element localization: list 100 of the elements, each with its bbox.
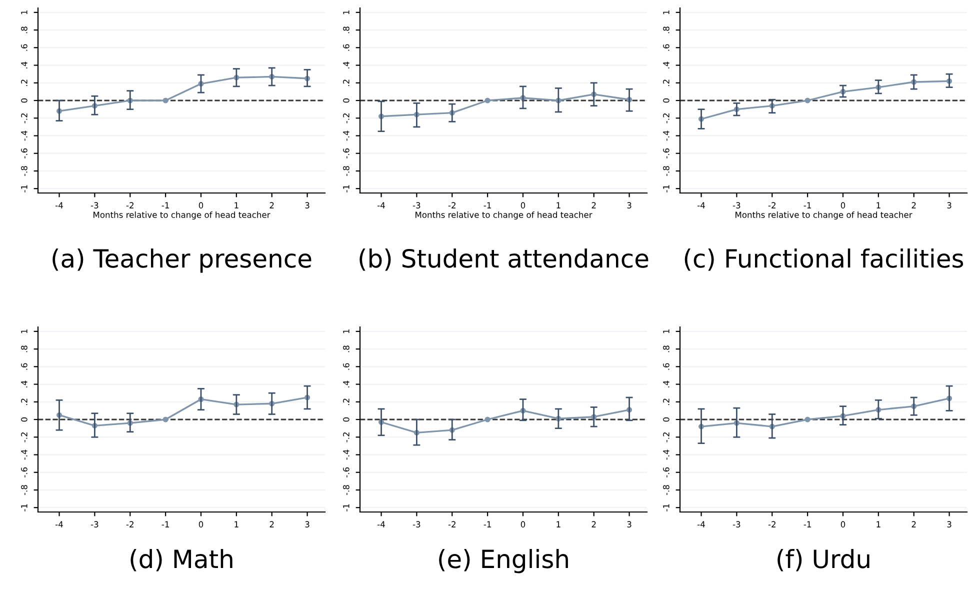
y-tick-label: .6 [343, 44, 350, 51]
y-tick-label: -.8 [663, 166, 670, 176]
x-tick-label: 3 [627, 202, 632, 208]
x-tick-label: -4 [698, 521, 705, 528]
x-tick-label: -2 [126, 202, 134, 208]
y-tick-label: 1 [21, 330, 28, 334]
x-tick-label: 3 [947, 521, 952, 528]
y-tick-label: 0 [21, 417, 28, 422]
x-tick-label: 1 [876, 521, 880, 528]
y-tick-label: 0 [21, 98, 28, 103]
x-tick-label: -2 [768, 521, 776, 528]
x-tick-label: 0 [198, 202, 204, 208]
y-tick-label: 0 [663, 417, 670, 422]
text: (b) Student attendance [360, 248, 648, 271]
y-tick-label: -.2 [663, 113, 670, 124]
x-tick-label: -3 [732, 202, 740, 208]
y-tick-label: -.2 [343, 113, 350, 124]
y-tick-label: .8 [21, 26, 28, 34]
y-tick-label: .6 [663, 44, 670, 51]
x-tick-label: 1 [876, 202, 880, 208]
y-tick-label: -1 [663, 185, 670, 192]
y-tick-label: -1 [21, 504, 28, 512]
x-tick-label: -1 [484, 202, 491, 208]
x-tick-label: 0 [840, 521, 846, 528]
y-tick-label: .8 [343, 346, 350, 352]
x-tick-label: 1 [234, 202, 238, 208]
y-tick-label: -.4 [663, 130, 670, 141]
x-tick-label: -1 [484, 521, 491, 528]
y-tick-label: 0 [663, 98, 670, 103]
y-tick-label: 0 [343, 98, 350, 103]
y-tick-label: .4 [663, 380, 670, 388]
y-tick-label: 1 [343, 10, 350, 14]
y-tick-label: -.2 [21, 432, 28, 442]
y-tick-label: -.6 [663, 467, 670, 478]
y-tick-label: .2 [21, 398, 28, 405]
y-tick-label: .6 [343, 363, 350, 370]
y-tick-label: 1 [21, 10, 28, 14]
y-tick-label: .2 [21, 80, 28, 86]
y-tick-label: -.6 [21, 467, 28, 478]
x-tick-label: 0 [840, 202, 846, 208]
x-tick-label: -1 [804, 202, 811, 208]
x-tick-label: 2 [912, 521, 916, 528]
y-tick-label: -1 [343, 504, 350, 512]
x-tick-label: 0 [520, 521, 526, 528]
x-tick-label: -4 [56, 521, 63, 528]
y-tick-label: .2 [663, 80, 670, 86]
x-tick-label: 0 [520, 202, 526, 208]
text: (e) English [439, 549, 568, 574]
y-tick-label: .4 [21, 380, 28, 388]
x-tick-label: 2 [912, 202, 916, 208]
x-tick-label: 1 [234, 521, 238, 528]
y-tick-label: .8 [343, 26, 350, 34]
y-tick-label: -.6 [343, 148, 350, 158]
y-tick-label: -.8 [21, 166, 28, 176]
x-tick-label: 1 [556, 521, 560, 528]
y-tick-label: -.8 [343, 166, 350, 176]
x-tick-label: -2 [448, 202, 456, 208]
y-tick-label: -.2 [663, 432, 670, 442]
y-tick-label: -.6 [663, 148, 670, 158]
y-tick-label: .4 [343, 380, 350, 388]
y-tick-label: -1 [663, 504, 670, 512]
x-tick-label: -4 [378, 521, 385, 528]
y-tick-label: .2 [343, 398, 350, 405]
x-tick-label: 0 [198, 521, 204, 528]
x-tick-label: -3 [412, 521, 420, 528]
x-tick-label: -3 [412, 202, 420, 208]
text: (f) Urdu [778, 549, 870, 572]
y-tick-label: .2 [343, 80, 350, 86]
y-tick-label: -.2 [343, 432, 350, 442]
x-tick-label: -2 [768, 202, 776, 208]
y-tick-label: -1 [21, 185, 28, 192]
y-tick-label: -.2 [21, 113, 28, 124]
x-tick-label: 3 [947, 202, 952, 208]
x-tick-label: 2 [592, 202, 596, 208]
y-tick-label: .4 [663, 62, 670, 68]
y-tick-label: .6 [21, 44, 28, 51]
x-axis-title: Months relative to change of head teacher [416, 211, 592, 220]
y-tick-label: -.8 [21, 485, 28, 496]
x-tick-label: 1 [556, 202, 560, 208]
y-tick-label: -.6 [343, 467, 350, 478]
y-tick-label: -.4 [663, 450, 670, 460]
x-axis-title: Months relative to change of head teacher [736, 211, 912, 220]
y-tick-label: .2 [663, 398, 670, 405]
y-tick-label: -.6 [21, 148, 28, 158]
x-tick-label: 3 [627, 521, 632, 528]
y-tick-label: 1 [663, 10, 670, 14]
y-tick-label: .8 [663, 346, 670, 352]
y-tick-label: 1 [663, 330, 670, 334]
text: (a) Teacher presence [52, 248, 312, 273]
y-tick-label: -.4 [21, 130, 28, 141]
x-tick-label: 3 [305, 202, 310, 208]
x-tick-label: 2 [592, 521, 596, 528]
y-tick-label: .6 [21, 363, 28, 370]
x-tick-label: -4 [378, 202, 385, 208]
x-tick-label: -2 [448, 521, 456, 528]
x-tick-label: -3 [90, 202, 98, 208]
x-tick-label: -1 [162, 521, 169, 528]
y-tick-label: -.8 [343, 485, 350, 496]
x-tick-label: -2 [126, 521, 134, 528]
y-tick-label: 1 [343, 330, 350, 334]
